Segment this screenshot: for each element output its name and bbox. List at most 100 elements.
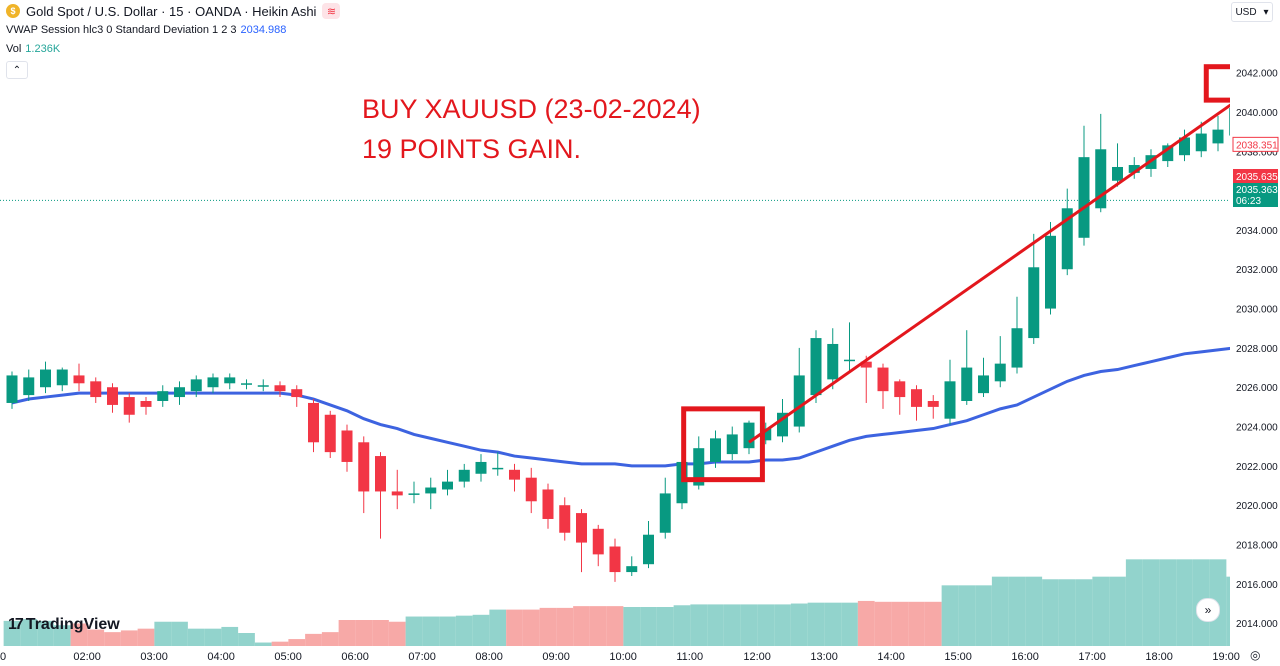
price-tick-label: 2016.000 xyxy=(1236,580,1278,591)
scroll-to-realtime-button[interactable]: » xyxy=(1196,598,1220,622)
time-axis[interactable]: 0 02:00 03:00 04:00 05:00 06:00 07:00 08:00 09:0… xyxy=(0,646,1280,666)
candle-body xyxy=(257,385,269,387)
volume-bar xyxy=(539,607,557,646)
volume-bar xyxy=(874,601,892,646)
volume-value: 1.236K xyxy=(25,43,61,55)
tradingview-logo[interactable]: 17 TradingView xyxy=(8,616,120,634)
candle-body xyxy=(576,513,587,543)
ask-price-text: 2035.363 xyxy=(1236,185,1278,196)
candle xyxy=(525,467,537,514)
candle xyxy=(1212,115,1224,152)
volume-bar xyxy=(3,620,21,646)
volume-bar xyxy=(154,621,172,646)
candle-body xyxy=(877,367,889,392)
volume-bar xyxy=(623,607,641,646)
time-tick-label: 14:00 xyxy=(877,651,905,663)
chevron-up-icon: ⌃ xyxy=(12,64,22,76)
candle xyxy=(961,330,973,405)
collapse-legend-button[interactable]: ⌃ xyxy=(6,61,28,79)
candle-body xyxy=(291,389,303,398)
candle-body xyxy=(1112,166,1123,181)
volume-bars xyxy=(3,559,1280,646)
wave-icon[interactable]: ≋ xyxy=(322,3,341,19)
candle-body xyxy=(994,363,1006,382)
candle xyxy=(626,556,638,577)
candle-body xyxy=(559,505,571,533)
candle xyxy=(777,399,788,443)
candle-body xyxy=(241,383,252,385)
candle-body xyxy=(107,387,118,405)
candle-body xyxy=(676,461,688,504)
currency-select[interactable]: USD ▾ xyxy=(1231,2,1273,22)
volume-bar xyxy=(841,602,858,646)
tradingview-wordmark: TradingView xyxy=(25,616,120,633)
volume-bar xyxy=(70,623,88,646)
candle-body xyxy=(73,375,85,384)
volume-bar xyxy=(305,633,322,646)
price-axis[interactable]: 2014.000 2016.000 2018.000 2020.000 2022.000… xyxy=(1230,0,1280,646)
time-tick-label: 02:00 xyxy=(73,651,101,663)
candle xyxy=(375,452,386,539)
candle xyxy=(710,430,721,468)
volume-bar xyxy=(204,628,222,646)
volume-bar xyxy=(790,603,808,646)
last-price-tag: 2038.351 xyxy=(1232,136,1279,152)
volume-bar xyxy=(857,600,875,646)
candle xyxy=(978,357,989,398)
candle-body xyxy=(726,434,738,455)
price-tick-label: 2028.000 xyxy=(1236,344,1278,355)
volume-bar xyxy=(288,639,306,646)
volume-bar xyxy=(455,615,473,646)
volume-bar xyxy=(20,619,38,646)
price-tick-label: 2040.000 xyxy=(1236,108,1278,119)
bid-price-tag: 2035.635 xyxy=(1233,169,1278,183)
candle xyxy=(1195,121,1207,158)
volume-bar xyxy=(87,629,105,646)
candle-body xyxy=(56,369,68,386)
settings-icon[interactable]: ◎ xyxy=(1250,648,1261,662)
candle xyxy=(1128,157,1140,179)
candle-body xyxy=(743,422,755,449)
volume-bar xyxy=(707,604,724,646)
candle xyxy=(542,483,554,529)
price-tick-label: 2038.000 xyxy=(1236,147,1278,158)
volume-bar xyxy=(690,604,708,646)
volume-bar xyxy=(271,641,289,646)
candle-body xyxy=(40,369,51,388)
candle-body xyxy=(1162,145,1174,162)
candles xyxy=(6,84,1280,582)
volume-bar xyxy=(522,609,540,646)
candle-body xyxy=(626,566,638,573)
volume-bar xyxy=(1042,579,1059,646)
time-tick-label: 19:00 xyxy=(1212,651,1240,663)
price-tick-label: 2034.000 xyxy=(1236,226,1278,237)
candle xyxy=(107,383,118,413)
volume-bar xyxy=(254,642,272,646)
volume-bar xyxy=(1176,559,1193,646)
candle xyxy=(894,379,906,415)
volume-bar xyxy=(924,601,942,646)
candle xyxy=(844,322,855,372)
price-tick-label: 2014.000 xyxy=(1236,619,1278,630)
candle xyxy=(40,361,51,394)
candle-body xyxy=(375,456,386,492)
last-price-tag-bg xyxy=(1232,136,1279,152)
volume-bar xyxy=(991,576,1009,646)
candle xyxy=(509,463,520,492)
volume-bar xyxy=(757,604,775,646)
candle xyxy=(140,397,152,415)
volume-bar xyxy=(1075,579,1093,646)
symbol-title[interactable]: Gold Spot / U.S. Dollar · 15 · OANDA · H… xyxy=(26,3,317,19)
candle xyxy=(1112,143,1123,187)
volume-legend[interactable]: Vol 1.236K xyxy=(6,43,60,55)
volume-bar xyxy=(1125,559,1143,646)
indicator-legend[interactable]: VWAP Session hlc3 0 Standard Deviation 1… xyxy=(6,24,286,36)
candle-body xyxy=(760,428,772,441)
candle-body xyxy=(341,430,353,462)
candle-body xyxy=(693,448,705,486)
countdown-text: 06:23 xyxy=(1236,196,1261,207)
volume-bar xyxy=(372,620,389,646)
candle-body xyxy=(174,387,185,398)
